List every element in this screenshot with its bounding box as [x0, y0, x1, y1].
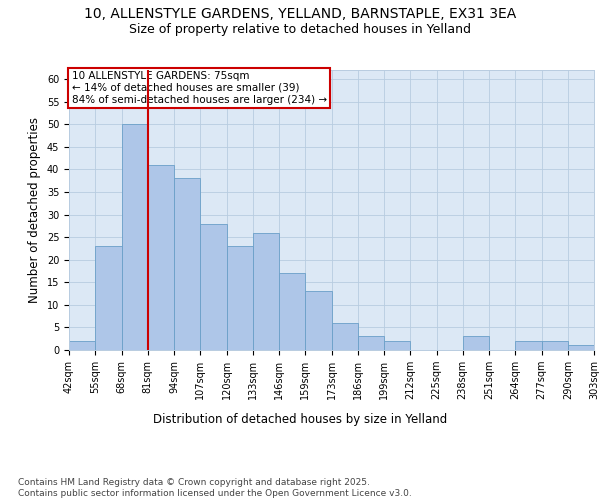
Bar [253, 232, 279, 350]
Bar [331, 323, 358, 350]
Bar [95, 246, 121, 350]
Bar [463, 336, 489, 350]
Text: Distribution of detached houses by size in Yelland: Distribution of detached houses by size … [153, 412, 447, 426]
Bar [358, 336, 384, 350]
Bar [515, 341, 542, 350]
Text: 10 ALLENSTYLE GARDENS: 75sqm
← 14% of detached houses are smaller (39)
84% of se: 10 ALLENSTYLE GARDENS: 75sqm ← 14% of de… [71, 72, 327, 104]
Bar [279, 273, 305, 350]
Y-axis label: Number of detached properties: Number of detached properties [28, 117, 41, 303]
Bar [148, 165, 174, 350]
Text: Size of property relative to detached houses in Yelland: Size of property relative to detached ho… [129, 22, 471, 36]
Text: Contains HM Land Registry data © Crown copyright and database right 2025.
Contai: Contains HM Land Registry data © Crown c… [18, 478, 412, 498]
Bar [305, 292, 331, 350]
Bar [200, 224, 227, 350]
Bar [568, 346, 594, 350]
Bar [384, 341, 410, 350]
Bar [69, 341, 95, 350]
Bar [174, 178, 200, 350]
Text: 10, ALLENSTYLE GARDENS, YELLAND, BARNSTAPLE, EX31 3EA: 10, ALLENSTYLE GARDENS, YELLAND, BARNSTA… [84, 8, 516, 22]
Bar [227, 246, 253, 350]
Bar [121, 124, 148, 350]
Bar [542, 341, 568, 350]
